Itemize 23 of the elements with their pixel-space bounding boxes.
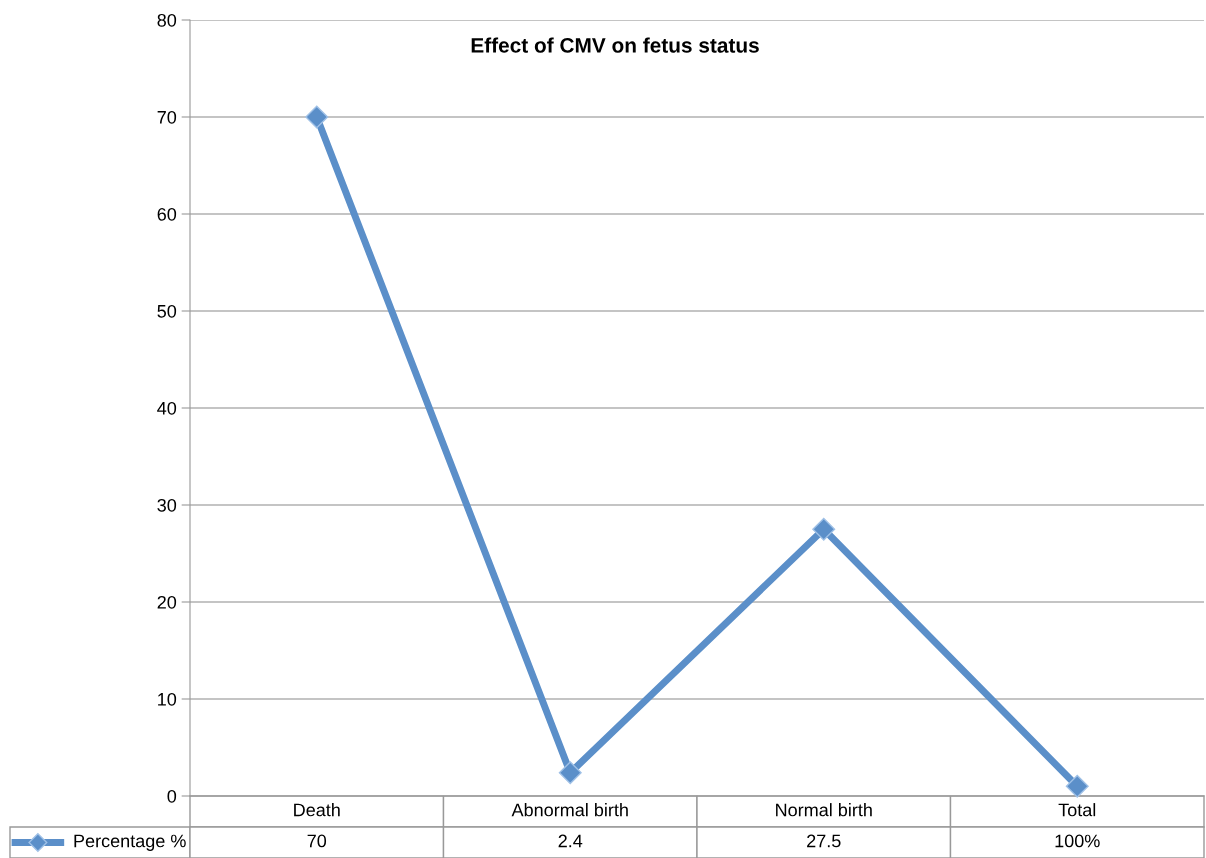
data-label: 27.5 — [807, 834, 841, 848]
y-tick-label: 20 — [157, 595, 177, 609]
x-tick-label: Abnormal birth — [511, 803, 628, 817]
data-label: 100% — [1055, 834, 1100, 848]
y-tick-label: 70 — [157, 110, 177, 124]
y-tick-label: 60 — [157, 207, 177, 221]
y-tick-label: 10 — [158, 692, 177, 706]
x-tick-label: Death — [294, 803, 340, 817]
legend-label: Percentage % — [74, 834, 186, 851]
y-tick-label: 40 — [157, 401, 177, 415]
y-tick-label: 50 — [157, 304, 177, 318]
y-tick-label: 0 — [167, 789, 177, 803]
point — [812, 517, 836, 541]
text: Effect of CMV on fetus status — [471, 37, 759, 53]
y-tick-label: 30 — [157, 498, 177, 512]
x-tick-label: Normal birth — [776, 803, 872, 817]
y-tick-label: 80 — [157, 13, 177, 27]
point — [1065, 774, 1089, 798]
x-tick-label: Total — [1058, 803, 1096, 817]
data-label: 70 — [307, 834, 327, 848]
point — [305, 105, 329, 129]
point — [558, 761, 582, 785]
data-label: 2.4 — [558, 834, 583, 848]
